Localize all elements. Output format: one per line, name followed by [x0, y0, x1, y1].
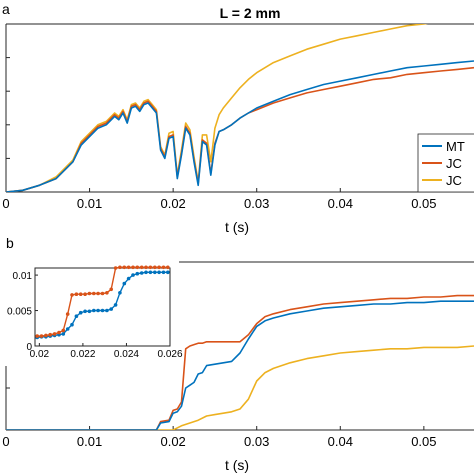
- chart-b-x-tick-label: 0.04: [328, 434, 353, 449]
- inset-series-1-marker: [65, 312, 70, 316]
- inset-series-0-marker: [61, 332, 66, 336]
- chart-b-x-tick-label: 0: [2, 434, 9, 449]
- inset-series-0-marker: [113, 303, 118, 307]
- inset-series-1-marker: [44, 333, 48, 338]
- chart-b-series-1-line: [6, 294, 474, 430]
- panel-letter-b: b: [6, 235, 14, 251]
- inset-series-1-marker: [35, 334, 39, 338]
- inset-x-tick-label: 0.024: [114, 349, 139, 360]
- chart-b-series-0-line: [6, 300, 474, 430]
- inset-series-0-marker: [70, 322, 74, 327]
- inset-series-1-marker: [61, 328, 66, 333]
- inset-series-0-marker: [122, 281, 127, 286]
- inset-series-1-marker: [113, 266, 118, 270]
- inset-series-1-marker: [74, 292, 79, 297]
- chart-a-x-tick-label: 0.04: [328, 196, 353, 211]
- inset-series-0-marker: [161, 270, 166, 275]
- inset-series-0-marker: [65, 327, 70, 331]
- inset-series-1-marker: [52, 332, 57, 336]
- inset-x-tick-label: 0.02: [30, 349, 50, 360]
- inset-series-1-marker: [100, 291, 105, 296]
- chart-a-plot-area: 0 0.01 0.02 0.03 0.04 0.05 MT JC JC: [2, 23, 474, 211]
- inset-series-1-marker: [126, 265, 131, 270]
- chart-b-x-tick-label: 0.01: [77, 434, 102, 449]
- inset-series-0-marker: [105, 308, 109, 313]
- chart-a-series-1-line: [6, 66, 474, 192]
- chart-a-x-tick-label: 0.03: [244, 196, 269, 211]
- chart-b-x-tick-label: 0.05: [411, 434, 436, 449]
- inset-series-0-marker: [74, 314, 79, 319]
- inset-series-1-marker: [87, 291, 92, 296]
- chart-a-x-tick-label: 0.01: [77, 196, 102, 211]
- inset-series-0-marker: [109, 307, 113, 311]
- inset-series-1-marker: [57, 330, 61, 335]
- inset-series-0-marker: [96, 308, 100, 313]
- inset-series-0-marker: [135, 271, 140, 276]
- inset-series-0-marker: [148, 270, 153, 275]
- panel-letter-a: a: [2, 1, 10, 17]
- inset-series-1-marker: [131, 265, 135, 270]
- inset-series-1-marker: [135, 265, 140, 270]
- inset-background: [2, 260, 179, 366]
- inset-y-tick-label: 0.01: [13, 271, 33, 282]
- chart-a-xlabel: t (s): [225, 219, 249, 235]
- inset-series-0-marker: [131, 273, 135, 277]
- inset-series-0-marker: [78, 310, 83, 315]
- inset-series-1-marker: [109, 287, 113, 292]
- inset-series-0-marker: [153, 270, 157, 275]
- inset-series-0-marker: [100, 308, 105, 313]
- chart-b-plot-area: 0 0.01 0.02 0.03 0.04 0.05: [2, 261, 474, 449]
- inset-series-1-marker: [96, 291, 100, 296]
- inset-frame: [34, 267, 171, 347]
- inset-series-0-marker: [83, 309, 87, 314]
- chart-b-xlabel: t (s): [225, 457, 249, 473]
- inset-series-1-marker: [48, 332, 52, 337]
- inset-x-tick-label: 0.022: [70, 349, 95, 360]
- inset-y-tick-label: 0: [26, 342, 32, 353]
- chart-b-x-tick-label: 0.02: [160, 434, 185, 449]
- chart-a-series-0-line: [6, 60, 474, 192]
- inset-series-1-marker: [166, 265, 170, 270]
- inset-series-0-marker: [157, 270, 161, 275]
- chart-b-series-2-line: [6, 345, 474, 430]
- inset-series-1-marker: [144, 265, 148, 270]
- inset-series-0-marker: [92, 308, 96, 313]
- chart-a-legend-entry: JC: [446, 173, 462, 188]
- inset-series-1-marker: [92, 291, 96, 296]
- inset-series-1-marker: [78, 292, 83, 297]
- inset-y-tick-label: 0.005: [7, 307, 32, 318]
- inset-series-1-marker: [118, 265, 122, 270]
- inset-series-0-marker: [126, 276, 131, 281]
- inset-series-1-marker: [161, 265, 166, 270]
- chart-b-x-tick-label: 0.03: [244, 434, 269, 449]
- inset-series-0-marker: [144, 270, 148, 275]
- inset-series-1-marker: [157, 265, 161, 270]
- inset-series-0-marker: [87, 309, 92, 314]
- chart-a-title: L = 2 mm: [220, 5, 281, 21]
- chart-a-legend-entry: MT: [446, 139, 465, 154]
- inset-series-1-marker: [70, 293, 74, 297]
- chart-a-x-tick-label: 0.02: [160, 196, 185, 211]
- inset-series-1-marker: [39, 334, 44, 338]
- inset-series-1-marker: [105, 291, 109, 295]
- chart-a-x-tick-label: 0.05: [411, 196, 436, 211]
- chart-a-x-tick-label: 0: [2, 196, 9, 211]
- inset-series-1-marker: [83, 292, 87, 297]
- chart-a-series-2-line: [6, 24, 428, 192]
- chart-a-legend-entry: JC: [446, 156, 462, 171]
- inset-series-0-marker: [139, 271, 144, 275]
- inset-x-tick-label: 0.026: [157, 349, 182, 360]
- inset-series-1-marker: [153, 265, 157, 270]
- inset-series-0-marker: [166, 270, 170, 275]
- inset-series-1-marker: [148, 265, 153, 270]
- chart-b-inset: 0.02 0.022 0.024 0.026 0 0.005 0.01: [2, 260, 183, 366]
- inset-series-0-marker: [118, 291, 122, 295]
- inset-series-1-marker: [122, 265, 127, 270]
- inset-series-1-marker: [139, 265, 144, 270]
